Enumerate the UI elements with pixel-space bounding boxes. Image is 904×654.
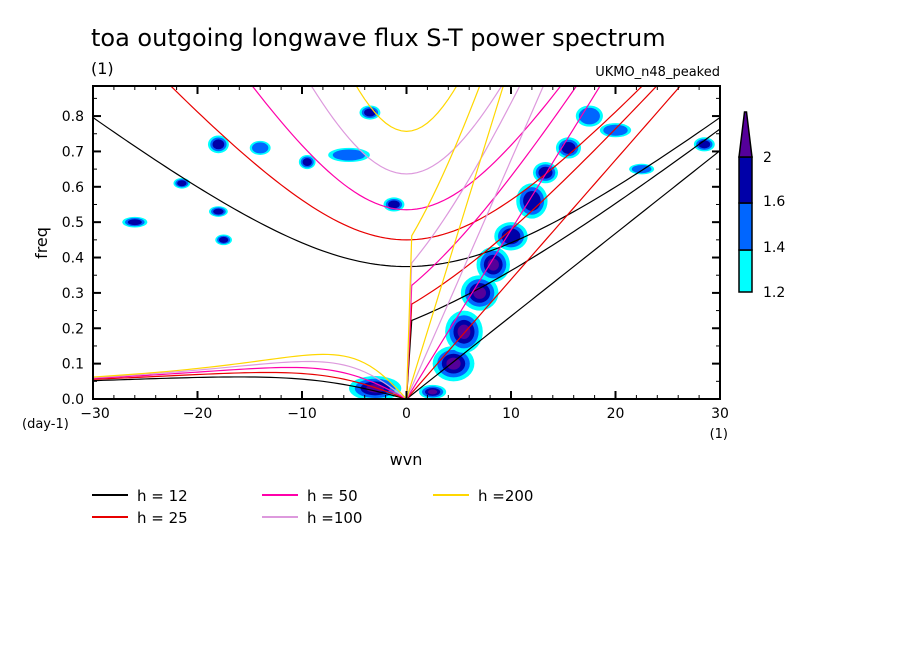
mrg-curve xyxy=(405,86,578,399)
x-tick-label: 30 xyxy=(711,406,729,422)
colorbar-segment xyxy=(738,202,753,251)
kelvin-curve xyxy=(406,150,720,399)
power-contours xyxy=(122,105,715,399)
colorbar-label: 2 xyxy=(763,150,772,166)
colorbar-label: 1.6 xyxy=(763,194,785,210)
mrg-curve xyxy=(405,86,658,399)
x-tick-label: −20 xyxy=(183,406,213,422)
y-tick-label: 0.2 xyxy=(62,321,84,337)
power-contour xyxy=(332,149,366,161)
power-contour xyxy=(302,158,312,167)
power-contour xyxy=(252,142,269,154)
colorbar-segment xyxy=(738,249,753,293)
chart-subtitle-right: UKMO_n48_peaked xyxy=(595,65,720,80)
x-tick-label: −30 xyxy=(80,406,110,422)
x-tick-label: 10 xyxy=(502,406,520,422)
power-contour xyxy=(457,324,471,340)
power-contour xyxy=(127,219,142,226)
power-contour xyxy=(523,191,541,211)
chart-title: toa outgoing longwave flux S-T power spe… xyxy=(91,24,666,52)
ig-curve xyxy=(251,86,562,211)
power-contour xyxy=(487,258,499,271)
power-contour xyxy=(698,140,711,149)
er-curve xyxy=(93,371,407,399)
chart-subtitle-left: (1) xyxy=(91,59,114,78)
power-contour xyxy=(364,108,376,117)
dispersion-curves xyxy=(93,86,720,399)
colorbar-segment xyxy=(738,156,753,204)
x-tick-label: 0 xyxy=(402,406,411,422)
x-axis-units: (1) xyxy=(710,427,728,442)
y-tick-label: 0.5 xyxy=(62,215,84,231)
y-tick-label: 0.1 xyxy=(62,357,84,373)
y-tick-label: 0.0 xyxy=(62,392,84,408)
power-contour xyxy=(446,357,461,370)
legend-label: h =200 xyxy=(478,487,533,505)
er-curve xyxy=(93,360,407,399)
legend-label: h = 25 xyxy=(137,509,188,527)
ig-curve xyxy=(169,86,644,241)
y-tick-label: 0.8 xyxy=(62,109,84,125)
power-contour xyxy=(213,208,224,215)
power-contour xyxy=(561,141,576,154)
power-contour xyxy=(212,139,225,150)
y-tick-label: 0.3 xyxy=(62,286,84,302)
er-curve xyxy=(93,366,407,399)
legend: h = 12 h = 25 h = 50 h =100 h =200 xyxy=(92,487,533,527)
mrg-curve xyxy=(405,86,521,399)
ig-curve xyxy=(93,117,720,268)
kelvin-curve xyxy=(405,86,504,399)
x-tick-labels: −30 −20 −10 0 10 20 30 xyxy=(80,406,729,422)
power-contour xyxy=(603,124,628,136)
power-contour xyxy=(177,180,187,187)
mrg-curve xyxy=(405,128,720,399)
legend-label: h = 50 xyxy=(307,487,358,505)
x-tick-label: 20 xyxy=(607,406,625,422)
x-tick-label: −10 xyxy=(287,406,317,422)
x-axis-label: wvn xyxy=(390,450,423,469)
ig-curve xyxy=(355,86,458,132)
mrg-curve xyxy=(405,86,481,399)
y-axis-label: freq xyxy=(32,227,51,259)
power-contour xyxy=(428,389,438,395)
legend-label: h = 12 xyxy=(137,487,188,505)
y-tick-label: 0.4 xyxy=(62,251,84,267)
kelvin-curve xyxy=(405,86,545,399)
y-axis-units: (day-1) xyxy=(22,417,69,432)
kelvin-curve xyxy=(406,86,682,399)
colorbar-label: 1.4 xyxy=(763,240,785,256)
kelvin-curve xyxy=(405,86,601,399)
y-tick-labels: 0.0 0.1 0.2 0.3 0.4 0.5 0.6 0.7 0.8 xyxy=(62,109,84,408)
er-curve xyxy=(93,353,407,399)
colorbar-extension xyxy=(738,111,753,158)
power-contour xyxy=(218,236,229,243)
er-curve xyxy=(93,376,407,399)
ig-curve xyxy=(310,86,503,175)
y-tick-label: 0.7 xyxy=(62,144,84,160)
axis-ticks xyxy=(92,86,721,400)
power-contour xyxy=(538,166,553,179)
colorbar-label: 1.2 xyxy=(763,285,785,301)
y-tick-label: 0.6 xyxy=(62,180,84,196)
colorbar: 1.2 1.4 1.6 2 xyxy=(738,111,785,301)
legend-label: h =100 xyxy=(307,509,362,527)
power-contour xyxy=(388,200,400,209)
